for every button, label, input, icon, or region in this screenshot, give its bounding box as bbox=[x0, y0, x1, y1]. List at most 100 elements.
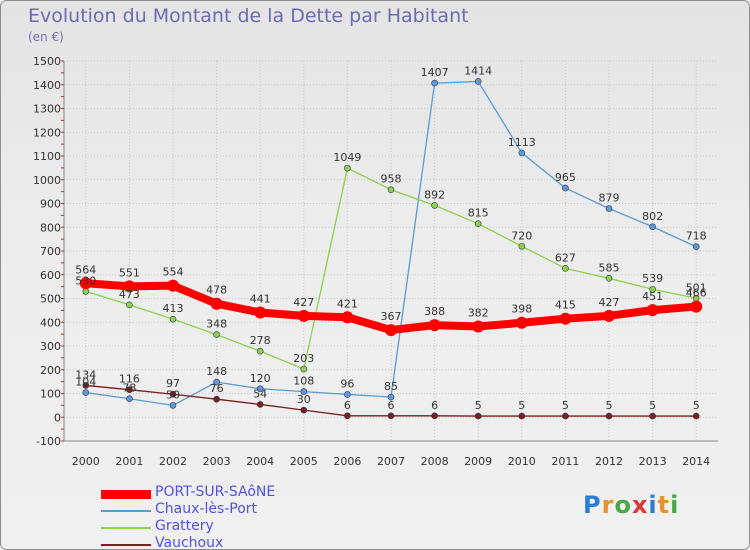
data-point bbox=[344, 164, 351, 172]
data-label: 718 bbox=[686, 230, 707, 243]
data-label: 1049 bbox=[333, 151, 361, 164]
data-label: 6 bbox=[431, 399, 438, 412]
data-point bbox=[385, 324, 397, 337]
data-point bbox=[649, 412, 656, 420]
data-point bbox=[126, 301, 133, 309]
y-tick-label: 1000 bbox=[33, 174, 61, 187]
x-tick-label: 2000 bbox=[72, 455, 100, 468]
data-label: 348 bbox=[206, 318, 227, 331]
data-label: 367 bbox=[381, 310, 402, 323]
data-label: 1113 bbox=[508, 136, 536, 149]
legend-swatch bbox=[101, 544, 151, 546]
data-point bbox=[692, 243, 700, 251]
data-point bbox=[603, 309, 615, 322]
data-point bbox=[169, 390, 177, 398]
data-label: 421 bbox=[337, 297, 358, 310]
data-point bbox=[562, 184, 569, 192]
data-label: 5 bbox=[562, 399, 569, 412]
data-point bbox=[297, 309, 310, 322]
data-point bbox=[649, 285, 656, 293]
y-tick-label: 0 bbox=[54, 411, 61, 424]
data-point bbox=[300, 365, 308, 373]
proxiti-logo: Proxiti bbox=[583, 491, 680, 519]
data-label: 30 bbox=[297, 393, 311, 406]
x-tick-label: 2004 bbox=[246, 455, 274, 468]
data-label: 965 bbox=[555, 171, 576, 184]
data-point bbox=[387, 186, 395, 194]
y-tick-label: 800 bbox=[40, 221, 61, 234]
chart-title: Evolution du Montant de la Dette par Hab… bbox=[28, 5, 469, 27]
data-label: 551 bbox=[119, 266, 140, 279]
data-label: 6 bbox=[344, 399, 351, 412]
y-tick-label: 900 bbox=[40, 198, 61, 211]
data-label: 958 bbox=[381, 173, 402, 186]
x-tick-label: 2007 bbox=[377, 455, 405, 468]
data-label: 120 bbox=[250, 372, 271, 385]
data-label: 1407 bbox=[421, 66, 449, 79]
y-tick-label: 200 bbox=[40, 364, 61, 377]
x-tick-label: 2009 bbox=[464, 455, 492, 468]
data-point bbox=[605, 275, 613, 282]
data-label: 134 bbox=[75, 368, 96, 381]
data-label: 815 bbox=[468, 207, 489, 220]
data-point bbox=[341, 311, 354, 324]
data-point bbox=[256, 347, 264, 355]
y-tick-label: 600 bbox=[40, 269, 61, 282]
data-label: 108 bbox=[293, 375, 314, 388]
data-point bbox=[213, 395, 220, 403]
data-label: 54 bbox=[253, 387, 267, 400]
data-point bbox=[79, 277, 92, 290]
y-tick-label: 1400 bbox=[33, 79, 61, 92]
y-tick-label: 1300 bbox=[33, 103, 61, 116]
data-label: 413 bbox=[163, 302, 184, 315]
x-tick-label: 2014 bbox=[682, 455, 710, 468]
data-label: 451 bbox=[642, 290, 663, 303]
data-point bbox=[518, 149, 526, 157]
data-label: 398 bbox=[511, 303, 532, 316]
data-point bbox=[300, 388, 308, 395]
legend-swatch bbox=[101, 527, 151, 529]
data-point bbox=[213, 378, 220, 386]
data-label: 585 bbox=[599, 261, 620, 274]
data-point bbox=[649, 223, 656, 231]
x-tick-label: 2006 bbox=[333, 455, 361, 468]
data-point bbox=[692, 412, 700, 420]
data-point bbox=[82, 382, 90, 389]
data-label: 6 bbox=[388, 399, 395, 412]
data-point bbox=[169, 402, 177, 409]
data-label: 415 bbox=[555, 299, 576, 312]
data-label: 85 bbox=[384, 380, 398, 393]
x-tick-label: 2008 bbox=[421, 455, 449, 468]
y-tick-label: 1100 bbox=[33, 150, 61, 163]
data-label: 278 bbox=[250, 334, 271, 347]
data-label: 203 bbox=[293, 352, 314, 365]
data-point bbox=[169, 315, 177, 323]
data-point bbox=[82, 389, 90, 396]
data-label: 382 bbox=[468, 307, 489, 320]
data-point bbox=[562, 412, 569, 420]
data-label: 76 bbox=[210, 382, 224, 395]
data-point bbox=[474, 78, 482, 85]
data-label: 466 bbox=[686, 287, 707, 300]
legend-swatch bbox=[101, 489, 151, 499]
data-label: 116 bbox=[119, 373, 140, 386]
data-label: 539 bbox=[642, 272, 663, 285]
x-tick-label: 2013 bbox=[639, 455, 667, 468]
data-point bbox=[428, 319, 441, 332]
y-tick-label: 700 bbox=[40, 245, 61, 258]
data-point bbox=[254, 306, 267, 319]
data-point bbox=[167, 279, 179, 292]
data-label: 501 bbox=[686, 281, 707, 294]
y-tick-label: 1500 bbox=[33, 55, 61, 68]
data-point bbox=[387, 412, 395, 420]
data-point bbox=[210, 297, 223, 310]
data-label: 1414 bbox=[464, 64, 492, 77]
data-point bbox=[126, 386, 133, 394]
data-label: 5 bbox=[693, 399, 700, 412]
data-label: 564 bbox=[75, 263, 96, 276]
data-point bbox=[562, 265, 569, 272]
data-label: 554 bbox=[163, 266, 184, 279]
data-point bbox=[300, 406, 308, 414]
x-tick-label: 2010 bbox=[508, 455, 536, 468]
y-tick-label: 1200 bbox=[33, 126, 61, 139]
